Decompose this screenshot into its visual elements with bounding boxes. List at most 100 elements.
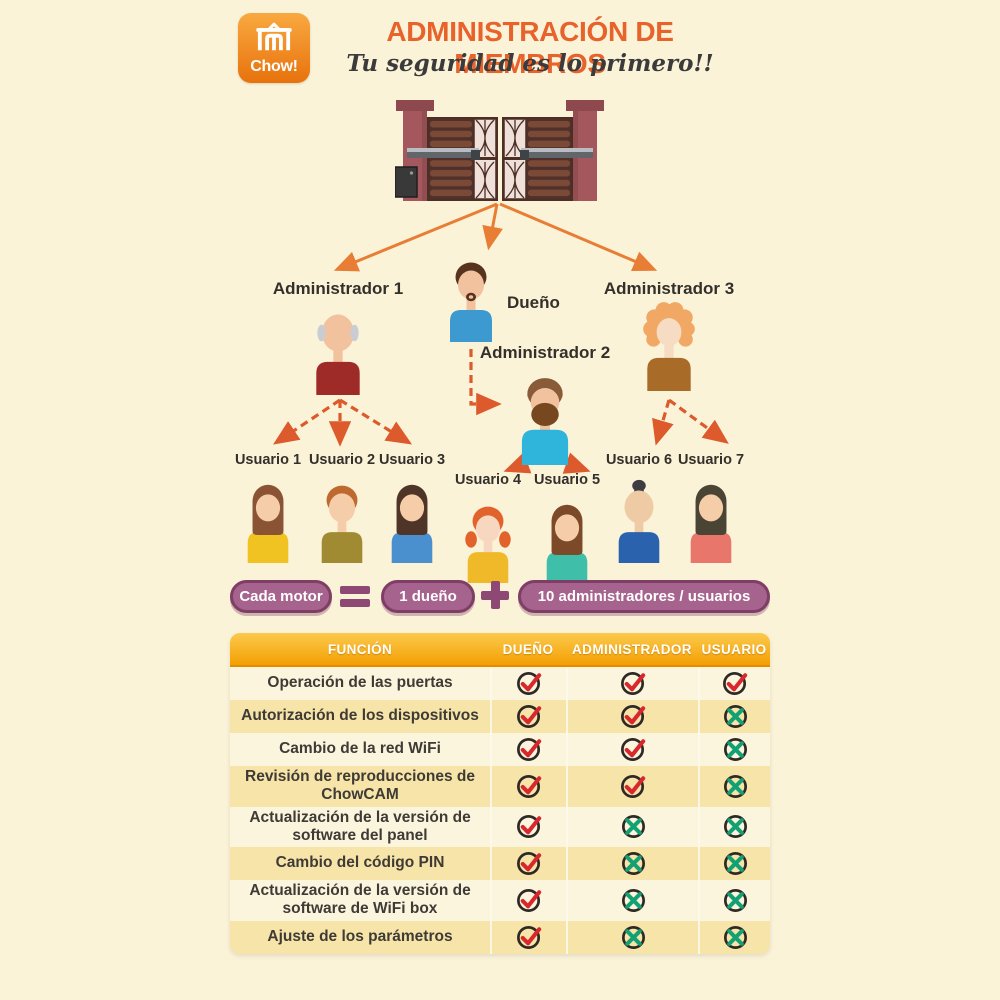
table-row: Actualización de la versión de software … <box>230 806 770 848</box>
cross-icon <box>621 925 645 949</box>
dueno-permission-cell <box>490 847 566 881</box>
cross-icon <box>723 852 747 876</box>
usuario-permission-cell <box>698 667 770 700</box>
administrador-1-avatar <box>307 302 369 400</box>
table-header-row: FUNCIÓN DUEÑO ADMINISTRADOR USUARIO <box>230 633 770 667</box>
dueno-permission-cell <box>490 766 566 807</box>
chow-logo: Chow! <box>238 13 310 83</box>
usuario-permission-cell <box>698 806 770 848</box>
check-icon <box>516 737 541 762</box>
dueno-permission-cell <box>490 733 566 766</box>
usuario-2-avatar <box>313 476 371 568</box>
table-row: Cambio de la red WiFi <box>230 733 770 766</box>
administrador-permission-cell <box>566 847 698 881</box>
column-header-usuario: USUARIO <box>701 641 767 657</box>
table-row: Revisión de reproducciones de ChowCAM <box>230 766 770 807</box>
usuario-permission-cell <box>698 920 770 954</box>
usuario-4-label: Usuario 4 <box>454 472 522 488</box>
cross-icon <box>723 815 747 839</box>
function-cell: Cambio del código PIN <box>275 854 445 872</box>
function-cell: Actualización de la versión de software … <box>249 882 471 918</box>
dueno-permission-cell <box>490 920 566 954</box>
check-icon <box>620 774 645 798</box>
usuario-2-label: Usuario 2 <box>308 452 376 468</box>
usuario-4-avatar <box>459 496 517 588</box>
cross-icon <box>723 925 747 949</box>
administrador-permission-cell <box>566 806 698 848</box>
dueno-permission-cell <box>490 806 566 848</box>
equals-icon <box>340 586 370 607</box>
usuario-7-avatar <box>682 476 740 568</box>
administrador-permission-cell <box>566 667 698 700</box>
cross-icon <box>621 852 645 876</box>
gate-illustration <box>394 93 605 210</box>
check-icon <box>516 815 541 839</box>
administrador-3-label: Administrador 3 <box>603 279 735 298</box>
logo-text: Chow! <box>250 57 298 75</box>
check-icon <box>516 888 541 912</box>
administrador-permission-cell <box>566 766 698 807</box>
page-title: ADMINISTRACIÓN DE MIEMBROS <box>386 16 674 79</box>
check-icon <box>722 671 747 696</box>
dueno-avatar <box>441 252 501 347</box>
cross-icon <box>621 888 645 912</box>
members-badge: 10 administradores / usuarios <box>518 580 770 613</box>
table-row: Autorización de los dispositivos <box>230 700 770 733</box>
check-icon <box>516 704 541 729</box>
administrador-permission-cell <box>566 920 698 954</box>
column-header-administrador: ADMINISTRADOR <box>572 641 692 657</box>
dueno-permission-cell <box>490 880 566 921</box>
check-icon <box>516 852 541 876</box>
check-icon <box>516 774 541 798</box>
administrador-2-label: Administrador 2 <box>479 343 611 362</box>
usuario-3-label: Usuario 3 <box>378 452 446 468</box>
permissions-table: FUNCIÓN DUEÑO ADMINISTRADOR USUARIO Operació… <box>230 633 770 954</box>
usuario-permission-cell <box>698 700 770 733</box>
cross-icon <box>723 704 747 729</box>
usuario-6-label: Usuario 6 <box>605 452 673 468</box>
plus-icon <box>481 581 509 609</box>
column-header-dueno: DUEÑO <box>502 641 554 657</box>
check-icon <box>620 671 645 696</box>
cross-icon <box>621 815 645 839</box>
usuario-permission-cell <box>698 766 770 807</box>
function-cell: Autorización de los dispositivos <box>241 707 479 725</box>
function-cell: Ajuste de los parámetros <box>267 928 453 946</box>
function-cell: Operación de las puertas <box>267 674 453 692</box>
motor-badge: Cada motor <box>230 580 332 613</box>
gate-icon <box>251 21 297 60</box>
check-icon <box>620 704 645 729</box>
administrador-1-label: Administrador 1 <box>272 279 404 298</box>
function-cell: Revisión de reproducciones de ChowCAM <box>245 768 475 804</box>
usuario-5-avatar <box>538 496 596 588</box>
table-row: Operación de las puertas <box>230 667 770 700</box>
dueno-label: Dueño <box>507 293 560 312</box>
dueno-permission-cell <box>490 667 566 700</box>
administrador-permission-cell <box>566 700 698 733</box>
check-icon <box>516 671 541 696</box>
owner-badge: 1 dueño <box>381 580 475 613</box>
usuario-3-avatar <box>383 476 441 568</box>
usuario-permission-cell <box>698 847 770 881</box>
administrador-3-avatar <box>638 298 700 396</box>
usuario-1-avatar <box>239 476 297 568</box>
function-cell: Cambio de la red WiFi <box>279 740 441 758</box>
administrador-permission-cell <box>566 733 698 766</box>
dueno-permission-cell <box>490 700 566 733</box>
usuario-6-avatar <box>610 476 668 568</box>
table-row: Actualización de la versión de software … <box>230 880 770 921</box>
check-icon <box>620 737 645 762</box>
table-row: Cambio del código PIN <box>230 847 770 881</box>
check-icon <box>516 925 541 949</box>
table-row: Ajuste de los parámetros <box>230 920 770 954</box>
cross-icon <box>723 774 747 798</box>
administrador-permission-cell <box>566 880 698 921</box>
usuario-1-label: Usuario 1 <box>234 452 302 468</box>
cross-icon <box>723 888 747 912</box>
page-subtitle: Tu seguridad es lo primero!! <box>346 50 714 77</box>
usuario-permission-cell <box>698 880 770 921</box>
column-header-funcion: FUNCIÓN <box>327 641 393 657</box>
function-cell: Actualización de la versión de software … <box>249 808 471 844</box>
usuario-5-label: Usuario 5 <box>533 472 601 488</box>
